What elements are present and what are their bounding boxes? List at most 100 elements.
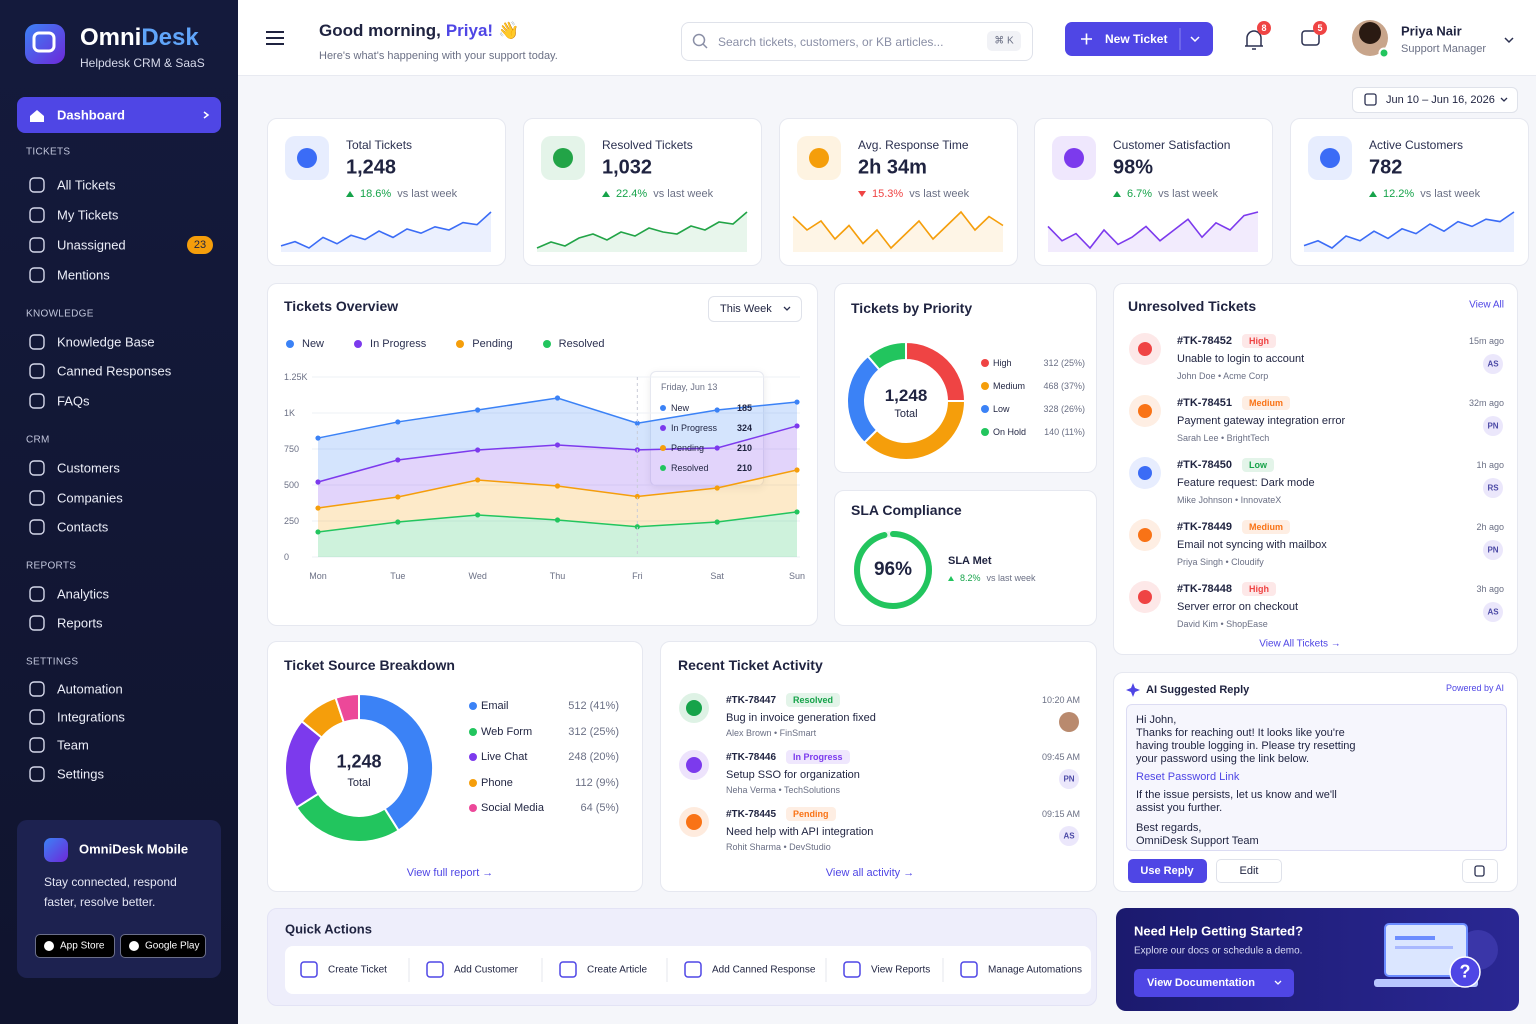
- nav-item-label[interactable]: Settings: [57, 766, 104, 782]
- new-ticket-label[interactable]: New Ticket: [1105, 32, 1168, 46]
- nav-item-label[interactable]: Integrations: [57, 709, 125, 725]
- period-label[interactable]: This Week: [720, 303, 772, 315]
- nav-item-label[interactable]: Customers: [57, 460, 120, 476]
- store-button[interactable]: [35, 934, 115, 958]
- legend-label: On Hold: [993, 427, 1027, 437]
- edit-button[interactable]: [1216, 859, 1282, 883]
- kpi-arrow: [948, 575, 954, 581]
- nav-item-label[interactable]: Reports: [57, 615, 103, 631]
- status-pill: High: [1242, 334, 1277, 348]
- ticket-subject[interactable]: Email not syncing with mailbox: [1177, 539, 1327, 551]
- button-label[interactable]: Edit: [1239, 865, 1259, 877]
- quick-action-label[interactable]: Add Customer: [454, 964, 518, 976]
- y-tick-label: 1.25K: [284, 372, 308, 382]
- legend-swatch: [469, 804, 477, 812]
- assignee-initials: AS: [1487, 359, 1499, 369]
- legend-label: Pending: [472, 338, 513, 350]
- card-link[interactable]: View full report →: [406, 867, 494, 879]
- pie-center-value: 1,248: [884, 386, 928, 406]
- ticket-head: #TK-78448 High: [1177, 582, 1277, 596]
- nav-item-label[interactable]: FAQs: [57, 393, 90, 409]
- legend-label: Email: [481, 700, 509, 712]
- card-link[interactable]: View all activity →: [825, 867, 915, 879]
- ticket-id: #TK-78446: [726, 751, 777, 763]
- brand-part: Desk: [141, 24, 199, 51]
- kpi-value: 782: [1369, 156, 1403, 179]
- nav-icon: [29, 709, 45, 725]
- nav-section-title: SETTINGS: [26, 656, 79, 668]
- kpi-icon: [1064, 148, 1084, 168]
- ticket-icon: [1138, 404, 1152, 418]
- nav-item-label[interactable]: Contacts: [57, 519, 109, 535]
- assignee-initials: PN: [1487, 545, 1499, 555]
- kpi-title: Total Tickets: [346, 138, 413, 152]
- nav-item-label[interactable]: Mentions: [57, 267, 110, 283]
- quick-action-label[interactable]: Create Ticket: [328, 964, 387, 976]
- quick-icon: [843, 961, 861, 978]
- card-title: Unresolved Tickets: [1128, 298, 1257, 314]
- kpi-compare: vs last week: [909, 188, 970, 200]
- quick-action-label[interactable]: Create Article: [587, 964, 648, 976]
- ai-link[interactable]: Reset Password Link: [1136, 771, 1240, 783]
- date-range[interactable]: [1352, 87, 1518, 113]
- activity-subject: Bug in invoice generation fixed: [726, 712, 876, 724]
- card-link[interactable]: View All: [1469, 299, 1504, 311]
- date-range-text[interactable]: Jun 10 – Jun 16, 2026: [1386, 94, 1495, 106]
- search-box[interactable]: [681, 22, 1033, 61]
- ticket-subject[interactable]: Feature request: Dark mode: [1177, 477, 1315, 489]
- chart-title: Tickets by Priority: [851, 300, 973, 316]
- greeting-text: Good morning,: [319, 21, 441, 40]
- nav-item-label[interactable]: Unassigned: [57, 237, 126, 253]
- count-badge-text: 5: [1317, 23, 1323, 33]
- card-title: AI Suggested Reply: [1146, 684, 1250, 696]
- button-label[interactable]: View Documentation: [1147, 977, 1255, 989]
- gauge-change-value: 8.2%: [960, 573, 981, 583]
- nav-item-label[interactable]: Team: [57, 737, 89, 753]
- nav-icon: [29, 363, 45, 379]
- nav-icon: [30, 110, 44, 122]
- data-point: [634, 524, 640, 530]
- ticket-time: 3h ago: [1476, 584, 1504, 594]
- nav-active[interactable]: [17, 97, 221, 133]
- nav-item-label[interactable]: Canned Responses: [57, 363, 172, 379]
- nav-item-label[interactable]: Dashboard: [57, 107, 125, 123]
- legend-label: Web Form: [481, 725, 533, 738]
- nav-item-label[interactable]: Analytics: [57, 586, 110, 602]
- use-reply-button[interactable]: [1128, 859, 1207, 883]
- ticket-subject[interactable]: Unable to login to account: [1177, 353, 1305, 365]
- nav-item-label[interactable]: Knowledge Base: [57, 334, 155, 350]
- store-button-label[interactable]: Google Play: [145, 940, 200, 952]
- nav-item-label[interactable]: My Tickets: [57, 207, 119, 223]
- greeting: Good morning, Priya! 👋: [319, 21, 519, 41]
- quick-action-label[interactable]: Manage Automations: [988, 964, 1082, 976]
- nav-item-label[interactable]: Companies: [57, 490, 123, 506]
- quick-action-label[interactable]: Add Canned Response: [712, 964, 816, 976]
- help-icon: [1449, 956, 1481, 988]
- ticket-contact: John Doe • Acme Corp: [1177, 371, 1269, 381]
- count-badge: [1257, 21, 1271, 35]
- ticket-subject[interactable]: Server error on checkout: [1177, 601, 1299, 613]
- chevron: [1190, 36, 1200, 43]
- card-title: Recent Ticket Activity: [678, 657, 823, 673]
- area-band: [318, 470, 797, 532]
- data-point: [634, 493, 640, 500]
- period-select[interactable]: [708, 296, 802, 322]
- gauge-arc: [854, 531, 932, 609]
- ticket-contact: David Kim • ShopEase: [1177, 619, 1268, 629]
- ticket-subject[interactable]: Payment gateway integration error: [1177, 415, 1346, 427]
- docs-button[interactable]: [1134, 969, 1294, 997]
- nav-item-label[interactable]: All Tickets: [57, 177, 116, 193]
- store-button-label[interactable]: App Store: [60, 940, 105, 952]
- ticket-id: #TK-78452: [1177, 335, 1233, 347]
- legend-swatch: [286, 340, 294, 348]
- button-label[interactable]: Use Reply: [1140, 865, 1194, 877]
- copy-button[interactable]: [1462, 859, 1498, 883]
- kpi-card: [523, 118, 762, 266]
- y-tick-label: 250: [284, 516, 300, 526]
- quick-action-label[interactable]: View Reports: [871, 964, 931, 976]
- bell-icon: [1245, 30, 1263, 50]
- nav-item-label[interactable]: Automation: [57, 681, 123, 697]
- greeting-subtitle: Here's what's happening with your suppor…: [319, 50, 558, 62]
- card-link[interactable]: View All Tickets →: [1259, 638, 1341, 650]
